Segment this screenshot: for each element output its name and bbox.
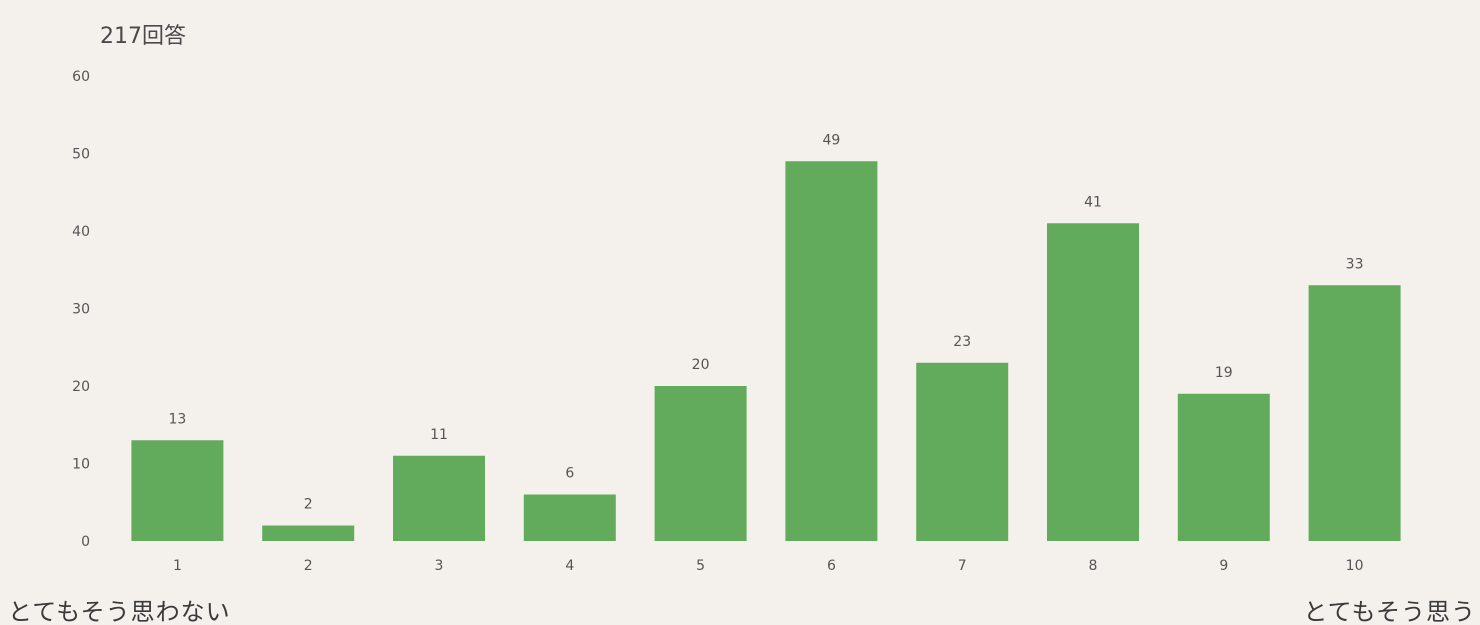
bar-10 — [1308, 285, 1401, 541]
bar-8 — [1047, 223, 1139, 541]
x-tick-label: 10 — [1346, 558, 1364, 574]
bar-2 — [262, 525, 355, 541]
bar-9 — [1177, 393, 1270, 541]
x-tick-label: 2 — [304, 558, 313, 574]
data-label: 49 — [822, 132, 840, 148]
bar-5 — [654, 386, 747, 541]
data-label: 33 — [1346, 256, 1364, 272]
data-label: 2 — [304, 497, 313, 513]
x-tick-label: 4 — [565, 558, 574, 574]
data-label: 20 — [692, 357, 710, 373]
data-label: 11 — [430, 427, 448, 443]
x-tick-label: 5 — [696, 558, 705, 574]
x-tick-label: 8 — [1089, 558, 1098, 574]
y-tick-label: 10 — [72, 457, 90, 473]
y-tick-label: 50 — [72, 147, 90, 163]
x-tick-label: 3 — [435, 558, 444, 574]
y-axis: 0 10 20 30 40 50 60 — [72, 69, 90, 550]
bar-7 — [916, 362, 1009, 541]
x-axis: 1 2 3 4 5 6 7 8 9 10 — [173, 558, 1364, 574]
x-tick-label: 1 — [173, 558, 182, 574]
data-label: 13 — [168, 411, 186, 427]
x-tick-label: 7 — [958, 558, 967, 574]
bar-4 — [523, 494, 616, 541]
y-tick-label: 0 — [81, 534, 90, 550]
y-tick-label: 60 — [72, 69, 90, 85]
bar-6 — [785, 161, 878, 541]
scale-low-label: とてもそう思わない — [8, 598, 231, 625]
data-label: 19 — [1215, 365, 1233, 381]
y-tick-label: 40 — [72, 224, 90, 240]
x-tick-label: 9 — [1219, 558, 1228, 574]
y-tick-label: 30 — [72, 302, 90, 318]
data-label: 41 — [1084, 194, 1102, 210]
scale-high-label: とてもそう思う — [1303, 598, 1476, 625]
bar-1 — [131, 440, 224, 541]
response-count: 217回答 — [100, 24, 186, 49]
data-label: 23 — [953, 334, 971, 350]
y-tick-label: 20 — [72, 379, 90, 395]
bar-3 — [393, 455, 485, 541]
data-label: 6 — [565, 466, 574, 482]
x-tick-label: 6 — [827, 558, 836, 574]
bar-series: 13 2 11 6 20 49 23 41 19 33 — [131, 132, 1401, 541]
